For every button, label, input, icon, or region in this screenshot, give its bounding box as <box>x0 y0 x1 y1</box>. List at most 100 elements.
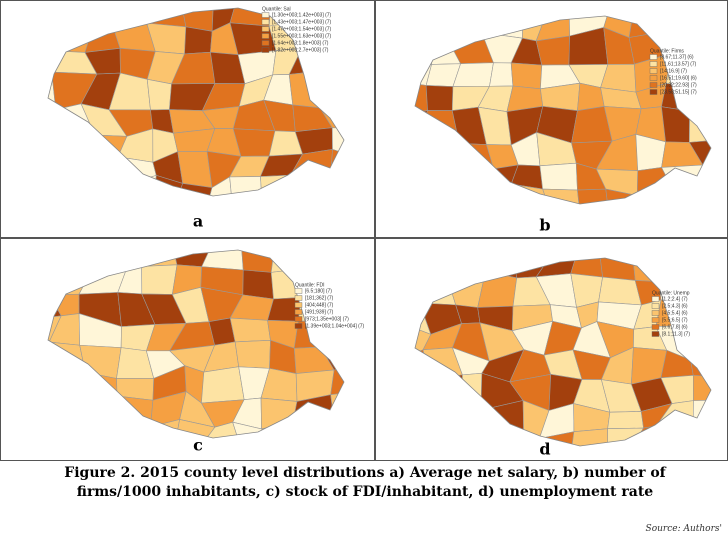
county <box>720 114 728 140</box>
county <box>326 444 354 462</box>
county <box>570 258 603 278</box>
county <box>700 159 711 198</box>
county <box>687 16 711 39</box>
county <box>319 70 344 109</box>
county <box>335 8 344 25</box>
county <box>478 183 512 204</box>
county <box>415 399 429 434</box>
county <box>48 421 63 438</box>
county <box>539 162 578 191</box>
country-outline <box>47 7 345 197</box>
county <box>656 189 702 204</box>
county <box>689 258 711 279</box>
county <box>394 313 419 342</box>
county <box>290 174 331 196</box>
country-outline <box>47 249 345 439</box>
county <box>119 423 151 438</box>
county <box>329 19 344 51</box>
county <box>720 82 728 116</box>
county <box>229 317 271 343</box>
county <box>241 445 276 462</box>
counties <box>397 16 728 246</box>
county <box>415 16 432 40</box>
county <box>240 250 277 273</box>
map <box>47 1 421 238</box>
county <box>721 303 728 331</box>
county <box>415 377 430 409</box>
legend: Quantile: Sal[1.30e+003;1.42e+003] (7)[1… <box>261 6 332 53</box>
county <box>352 177 386 206</box>
county <box>418 213 454 246</box>
map <box>414 257 728 447</box>
county <box>48 48 56 78</box>
county <box>446 143 495 170</box>
county <box>415 429 429 446</box>
county <box>232 128 276 157</box>
legend-swatch <box>294 295 303 301</box>
county <box>695 213 726 244</box>
county <box>446 166 495 192</box>
county <box>391 1 421 32</box>
county <box>91 8 116 24</box>
legend-item: [8.1;11.3] (7) <box>662 331 690 337</box>
legend-swatch <box>294 309 303 315</box>
legend-swatch <box>294 288 303 294</box>
county <box>415 268 428 304</box>
panel-label: d <box>539 440 550 459</box>
county <box>415 165 432 195</box>
county <box>292 421 336 438</box>
county <box>201 446 247 462</box>
legend-item: [8.67;11.37] (6) <box>660 54 694 60</box>
county <box>292 250 326 269</box>
county <box>351 366 387 404</box>
county <box>154 214 181 238</box>
county <box>382 237 427 272</box>
county <box>415 349 430 381</box>
county <box>48 250 57 275</box>
county <box>48 99 66 134</box>
county <box>49 371 96 400</box>
county <box>49 185 95 196</box>
country-outline <box>414 15 712 205</box>
county <box>690 359 711 378</box>
county <box>262 202 301 237</box>
county <box>446 16 494 39</box>
county <box>392 56 421 77</box>
county <box>360 74 392 107</box>
county <box>424 16 454 40</box>
panel-label: b <box>539 216 550 235</box>
county <box>365 270 392 292</box>
county <box>415 26 432 65</box>
caption: Figure 2. 2015 county level distribution… <box>64 465 666 500</box>
county <box>207 176 234 196</box>
county <box>119 250 142 272</box>
county <box>415 81 428 118</box>
county <box>662 16 702 39</box>
county <box>485 258 518 279</box>
county <box>90 392 123 428</box>
county <box>116 395 154 428</box>
legend-item: [4.5;5.4] (6) <box>662 310 688 316</box>
county <box>109 174 157 196</box>
legend-swatch <box>651 317 660 323</box>
county <box>477 270 518 308</box>
county <box>325 417 344 438</box>
county <box>397 211 420 246</box>
county <box>141 264 178 295</box>
legend-swatch <box>261 19 270 25</box>
county <box>273 445 300 462</box>
county <box>660 349 694 379</box>
legend-swatch <box>649 68 658 74</box>
county <box>48 123 66 162</box>
county <box>690 324 711 361</box>
county <box>688 434 711 446</box>
legend: Quantile: Firms[8.67;11.37] (6)[11.61;13… <box>649 48 697 95</box>
county <box>111 8 153 24</box>
legend-item: [1.43e+003;1.47e+003] (7) <box>272 19 332 25</box>
county <box>205 203 238 234</box>
county <box>632 258 669 283</box>
county <box>607 427 645 446</box>
legend: Quantile: Unemp[1.2;2.4] (7)[2.5;4.3] (6… <box>651 290 690 337</box>
county <box>79 344 122 379</box>
county <box>426 399 464 434</box>
